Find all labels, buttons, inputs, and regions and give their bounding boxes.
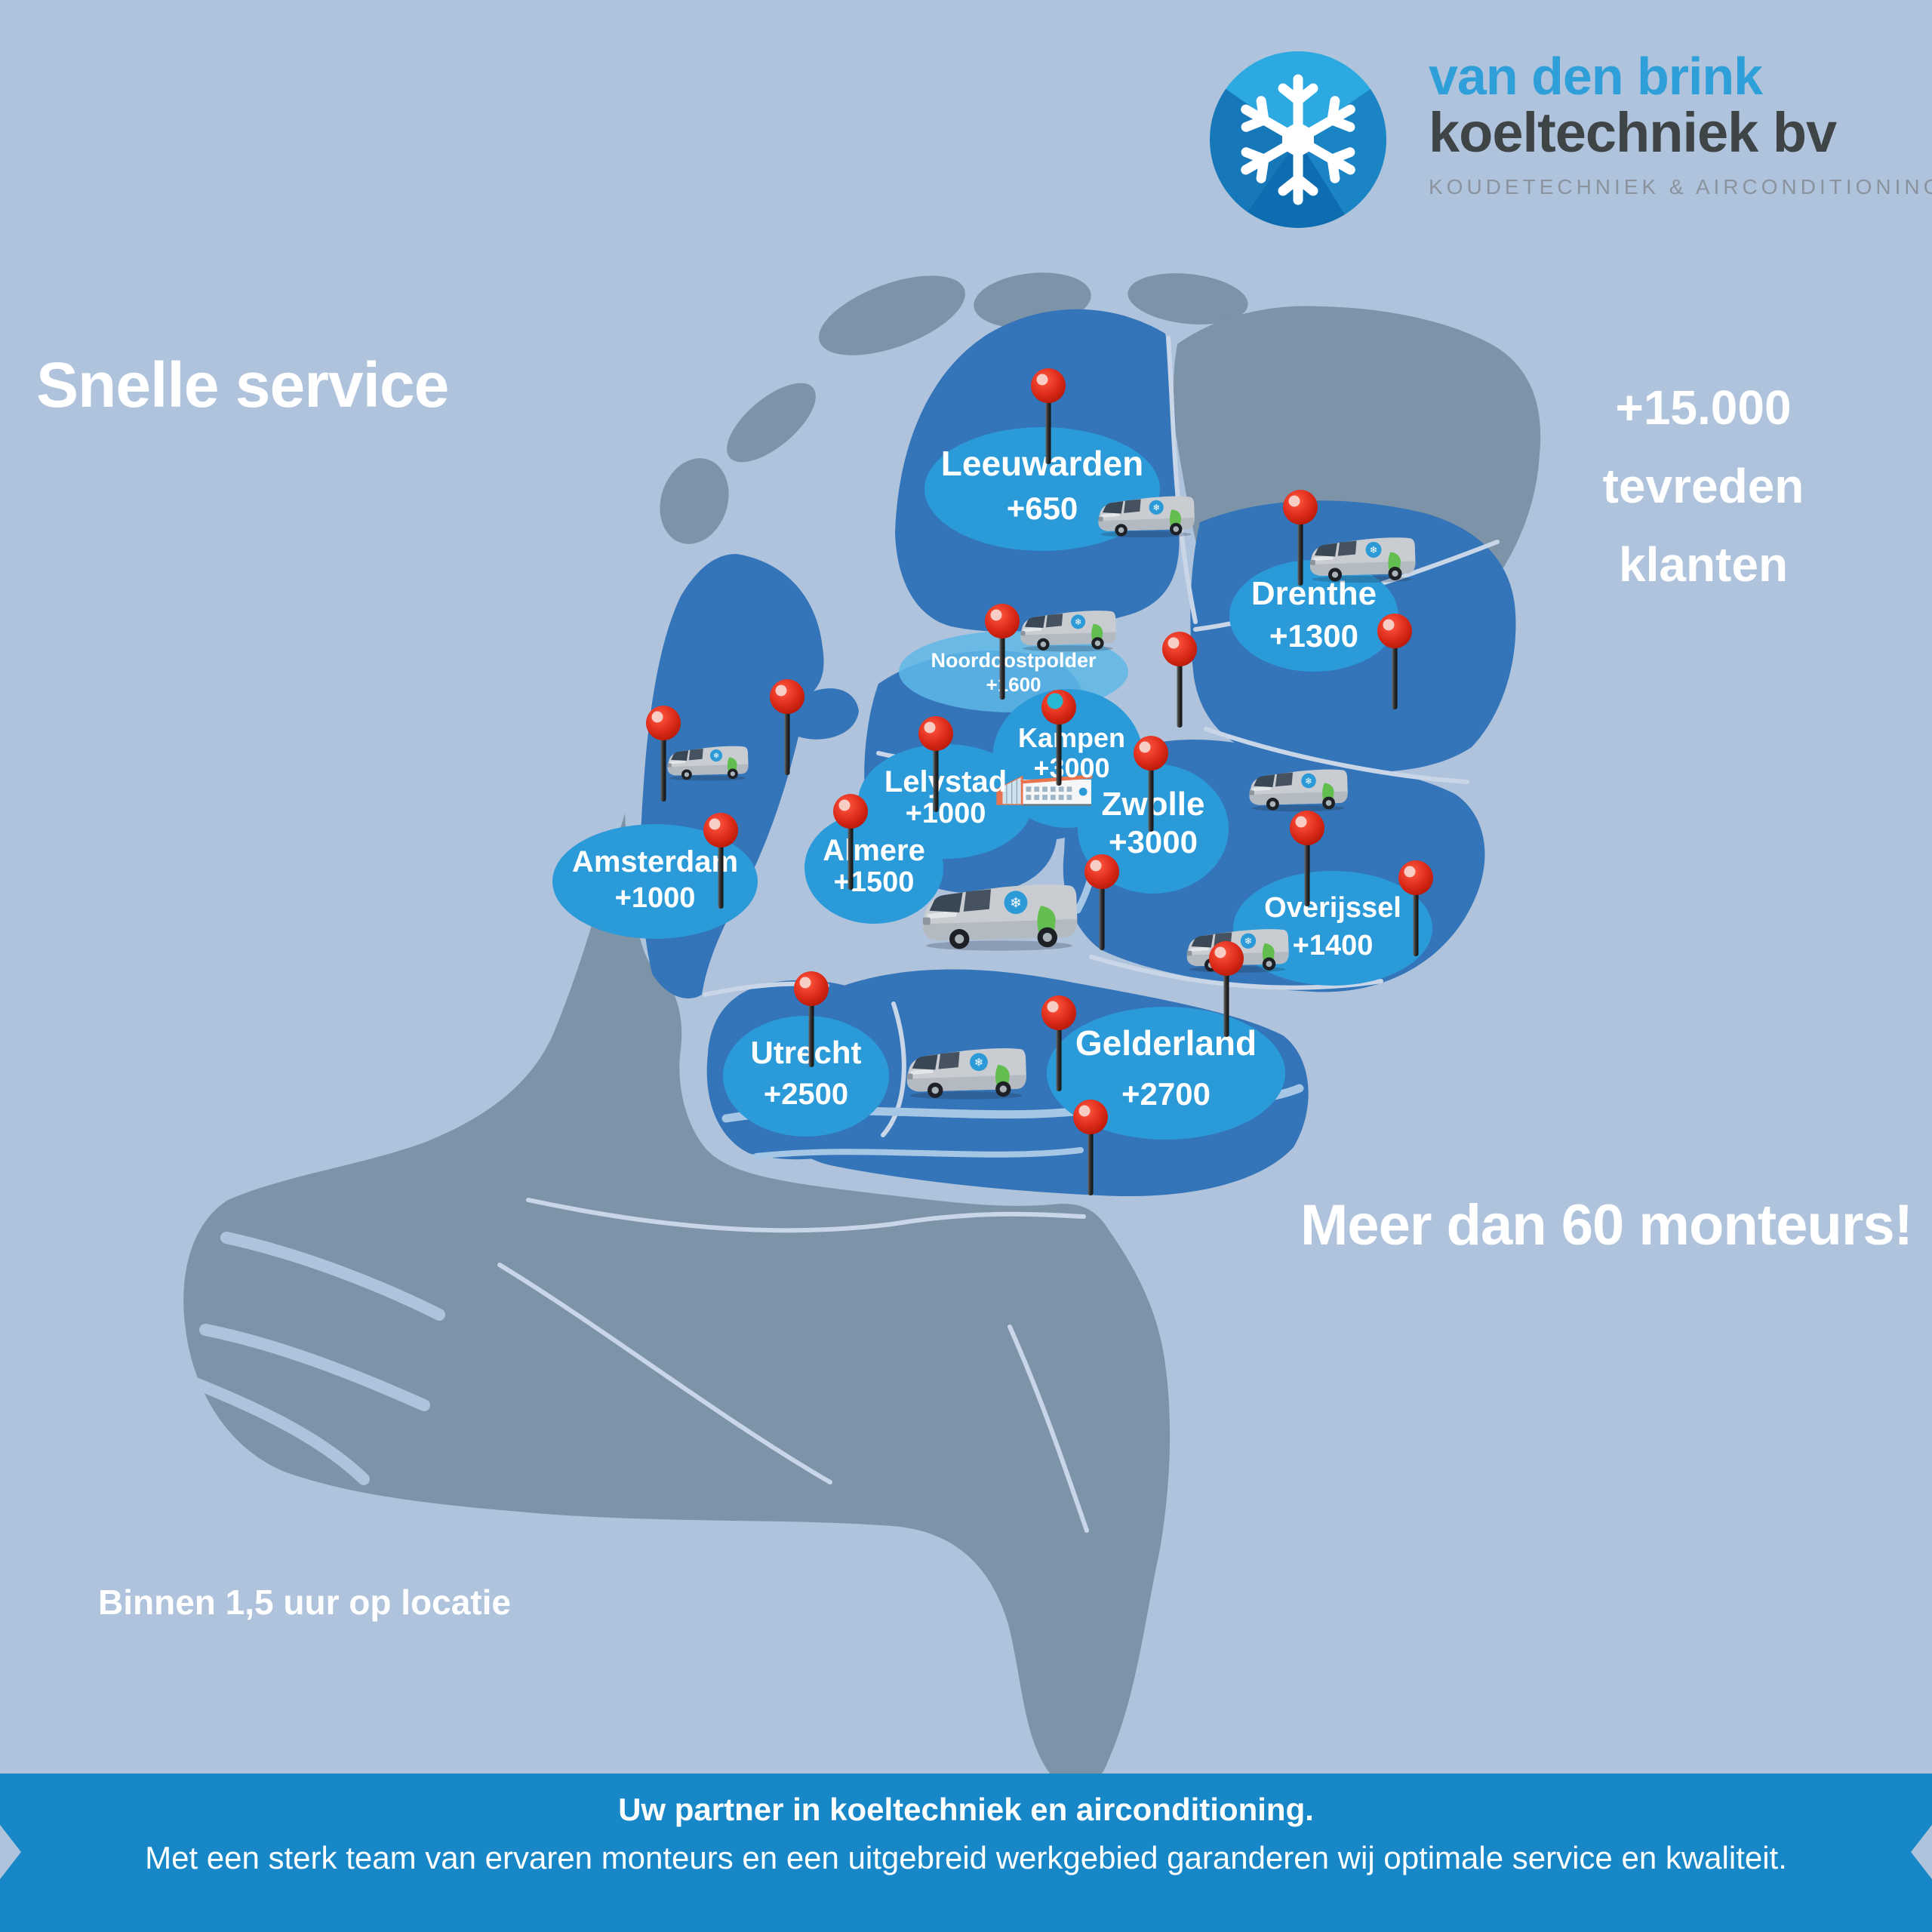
snowflake-logo-icon	[1210, 51, 1386, 228]
count-utrecht: +2500	[764, 1078, 848, 1111]
bubble-utrecht	[723, 1016, 889, 1137]
count-drenthe: +1300	[1269, 618, 1358, 654]
count-kampen: +3000	[1033, 752, 1109, 783]
bubble-almere	[804, 812, 943, 924]
count-lelystad: +1000	[906, 798, 986, 829]
badge-line3: klanten	[1618, 537, 1789, 592]
label-noordoostpolder: Noordoostpolder	[931, 649, 1097, 672]
label-utrecht: Utrecht	[750, 1035, 861, 1070]
count-gelderland: +2700	[1121, 1076, 1211, 1112]
map-pin	[1162, 632, 1197, 728]
note-binnen-op-locatie: Binnen 1,5 uur op locatie	[98, 1583, 511, 1622]
van-icon-large	[922, 884, 1078, 951]
label-overijssel: Overijssel	[1264, 892, 1401, 924]
wadden-island	[1128, 273, 1248, 325]
headline-snelle-service: Snelle service	[36, 349, 449, 420]
footer-title: Uw partner in koeltechniek en airconditi…	[618, 1792, 1314, 1827]
badge-line1: +15.000	[1615, 380, 1792, 435]
headline-monteurs: Meer dan 60 monteurs!	[1300, 1193, 1913, 1257]
label-lelystad: Lelystad	[884, 765, 1007, 798]
footer-body: Met een sterk team van ervaren monteurs …	[145, 1840, 1787, 1875]
logo-wordmark: van den brink koeltechniek bv KOUDETECHN…	[1429, 47, 1932, 199]
logo-line2: koeltechniek bv	[1429, 101, 1837, 164]
location-labels: Leeuwarden +650 Drenthe +1300 Noordoostp…	[572, 444, 1401, 1112]
label-almere: Almere	[823, 834, 925, 867]
count-almere: +1500	[834, 866, 915, 898]
footer-ribbon: Uw partner in koeltechniek en airconditi…	[0, 1774, 1932, 1932]
badge-line2: tevreden	[1602, 459, 1804, 513]
label-gelderland: Gelderland	[1075, 1023, 1257, 1063]
snowflake-icon	[1241, 74, 1355, 205]
count-amsterdam: +1000	[615, 882, 696, 914]
bubble-amsterdam	[552, 824, 758, 939]
wadden-island	[660, 458, 729, 544]
logo-tagline: KOUDETECHNIEK & AIRCONDITIONING	[1429, 175, 1932, 198]
bubble-gelderland	[1047, 1007, 1285, 1140]
wadden-island	[727, 383, 816, 463]
label-leeuwarden: Leeuwarden	[941, 444, 1143, 483]
logo-line1: van den brink	[1429, 47, 1763, 106]
count-overijssel: +1400	[1293, 930, 1374, 961]
region-south	[183, 814, 1171, 1788]
count-leeuwarden: +650	[1007, 491, 1078, 526]
label-amsterdam: Amsterdam	[572, 845, 738, 878]
bubble-drenthe	[1229, 560, 1398, 672]
label-kampen: Kampen	[1018, 722, 1125, 753]
count-noordoostpolder: +1600	[986, 673, 1041, 696]
wadden-island	[819, 275, 965, 355]
badge-tevreden-klanten: +15.000 tevreden klanten	[1526, 368, 1881, 604]
